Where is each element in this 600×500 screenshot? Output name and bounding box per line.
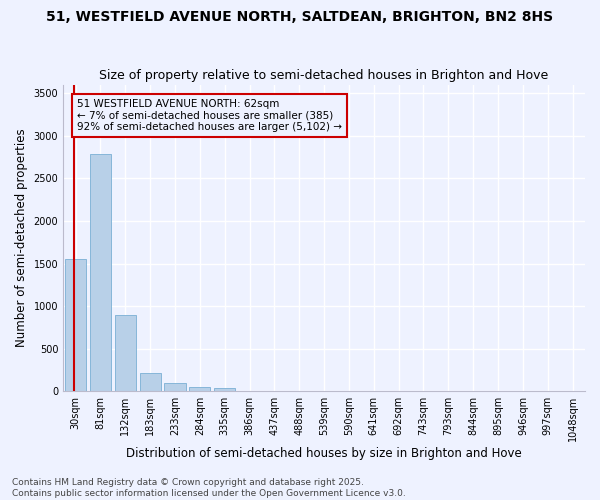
Bar [189,386,211,392]
Bar [164,383,185,392]
Bar [115,314,136,392]
Bar [214,388,235,392]
Text: 51, WESTFIELD AVENUE NORTH, SALTDEAN, BRIGHTON, BN2 8HS: 51, WESTFIELD AVENUE NORTH, SALTDEAN, BR… [46,10,554,24]
Text: 51 WESTFIELD AVENUE NORTH: 62sqm
← 7% of semi-detached houses are smaller (385)
: 51 WESTFIELD AVENUE NORTH: 62sqm ← 7% of… [77,99,342,132]
Y-axis label: Number of semi-detached properties: Number of semi-detached properties [15,128,28,348]
X-axis label: Distribution of semi-detached houses by size in Brighton and Hove: Distribution of semi-detached houses by … [126,447,522,460]
Bar [90,154,111,392]
Title: Size of property relative to semi-detached houses in Brighton and Hove: Size of property relative to semi-detach… [100,69,549,82]
Text: Contains HM Land Registry data © Crown copyright and database right 2025.
Contai: Contains HM Land Registry data © Crown c… [12,478,406,498]
Bar [65,259,86,392]
Bar [140,373,161,392]
